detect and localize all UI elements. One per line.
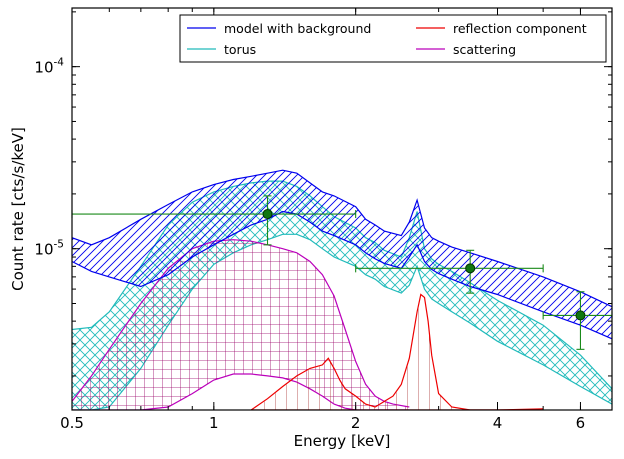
x-tick-label: 1 <box>209 414 219 432</box>
band-lower-model-with-background <box>72 210 612 340</box>
y-axis-title: Count rate [cts/s/keV] <box>9 127 27 291</box>
x-tick-label: 6 <box>576 414 586 432</box>
data-point-2 <box>465 263 476 274</box>
y-tick-base: 10 <box>34 241 53 259</box>
band-upper-reflection-component <box>250 293 544 410</box>
plot-frame <box>71 7 613 411</box>
legend-label-reflection: reflection component <box>453 21 587 36</box>
legend-box <box>179 14 607 63</box>
x-tick-label: 4 <box>493 414 503 432</box>
model-bands <box>72 169 612 410</box>
band-upper-scattering <box>72 239 410 408</box>
band-fill-model-with-background <box>72 170 612 339</box>
x-axis-title: Energy [keV] <box>294 432 391 450</box>
legend-label-scattering: scattering <box>453 42 516 57</box>
band-fill-reflection-component <box>251 294 544 410</box>
x-tick-label: 0.5 <box>60 414 84 432</box>
y-tick-label: 10-4 <box>34 57 64 77</box>
y-tick-exponent: -4 <box>54 57 65 69</box>
data-point-1 <box>262 209 273 220</box>
legend-label-model: model with background <box>224 21 371 36</box>
x-tick-label: 2 <box>351 414 361 432</box>
y-tick-exponent: -5 <box>54 239 64 251</box>
data-point-3 <box>575 310 586 321</box>
band-lower-scattering <box>72 373 410 410</box>
y-tick-base: 10 <box>34 59 53 77</box>
legend-label-torus: torus <box>224 42 256 57</box>
legend: model with background reflection compone… <box>179 14 607 63</box>
band-upper-model-with-background <box>72 169 612 308</box>
data-points <box>71 195 613 350</box>
y-tick-label: 10-5 <box>34 239 64 259</box>
